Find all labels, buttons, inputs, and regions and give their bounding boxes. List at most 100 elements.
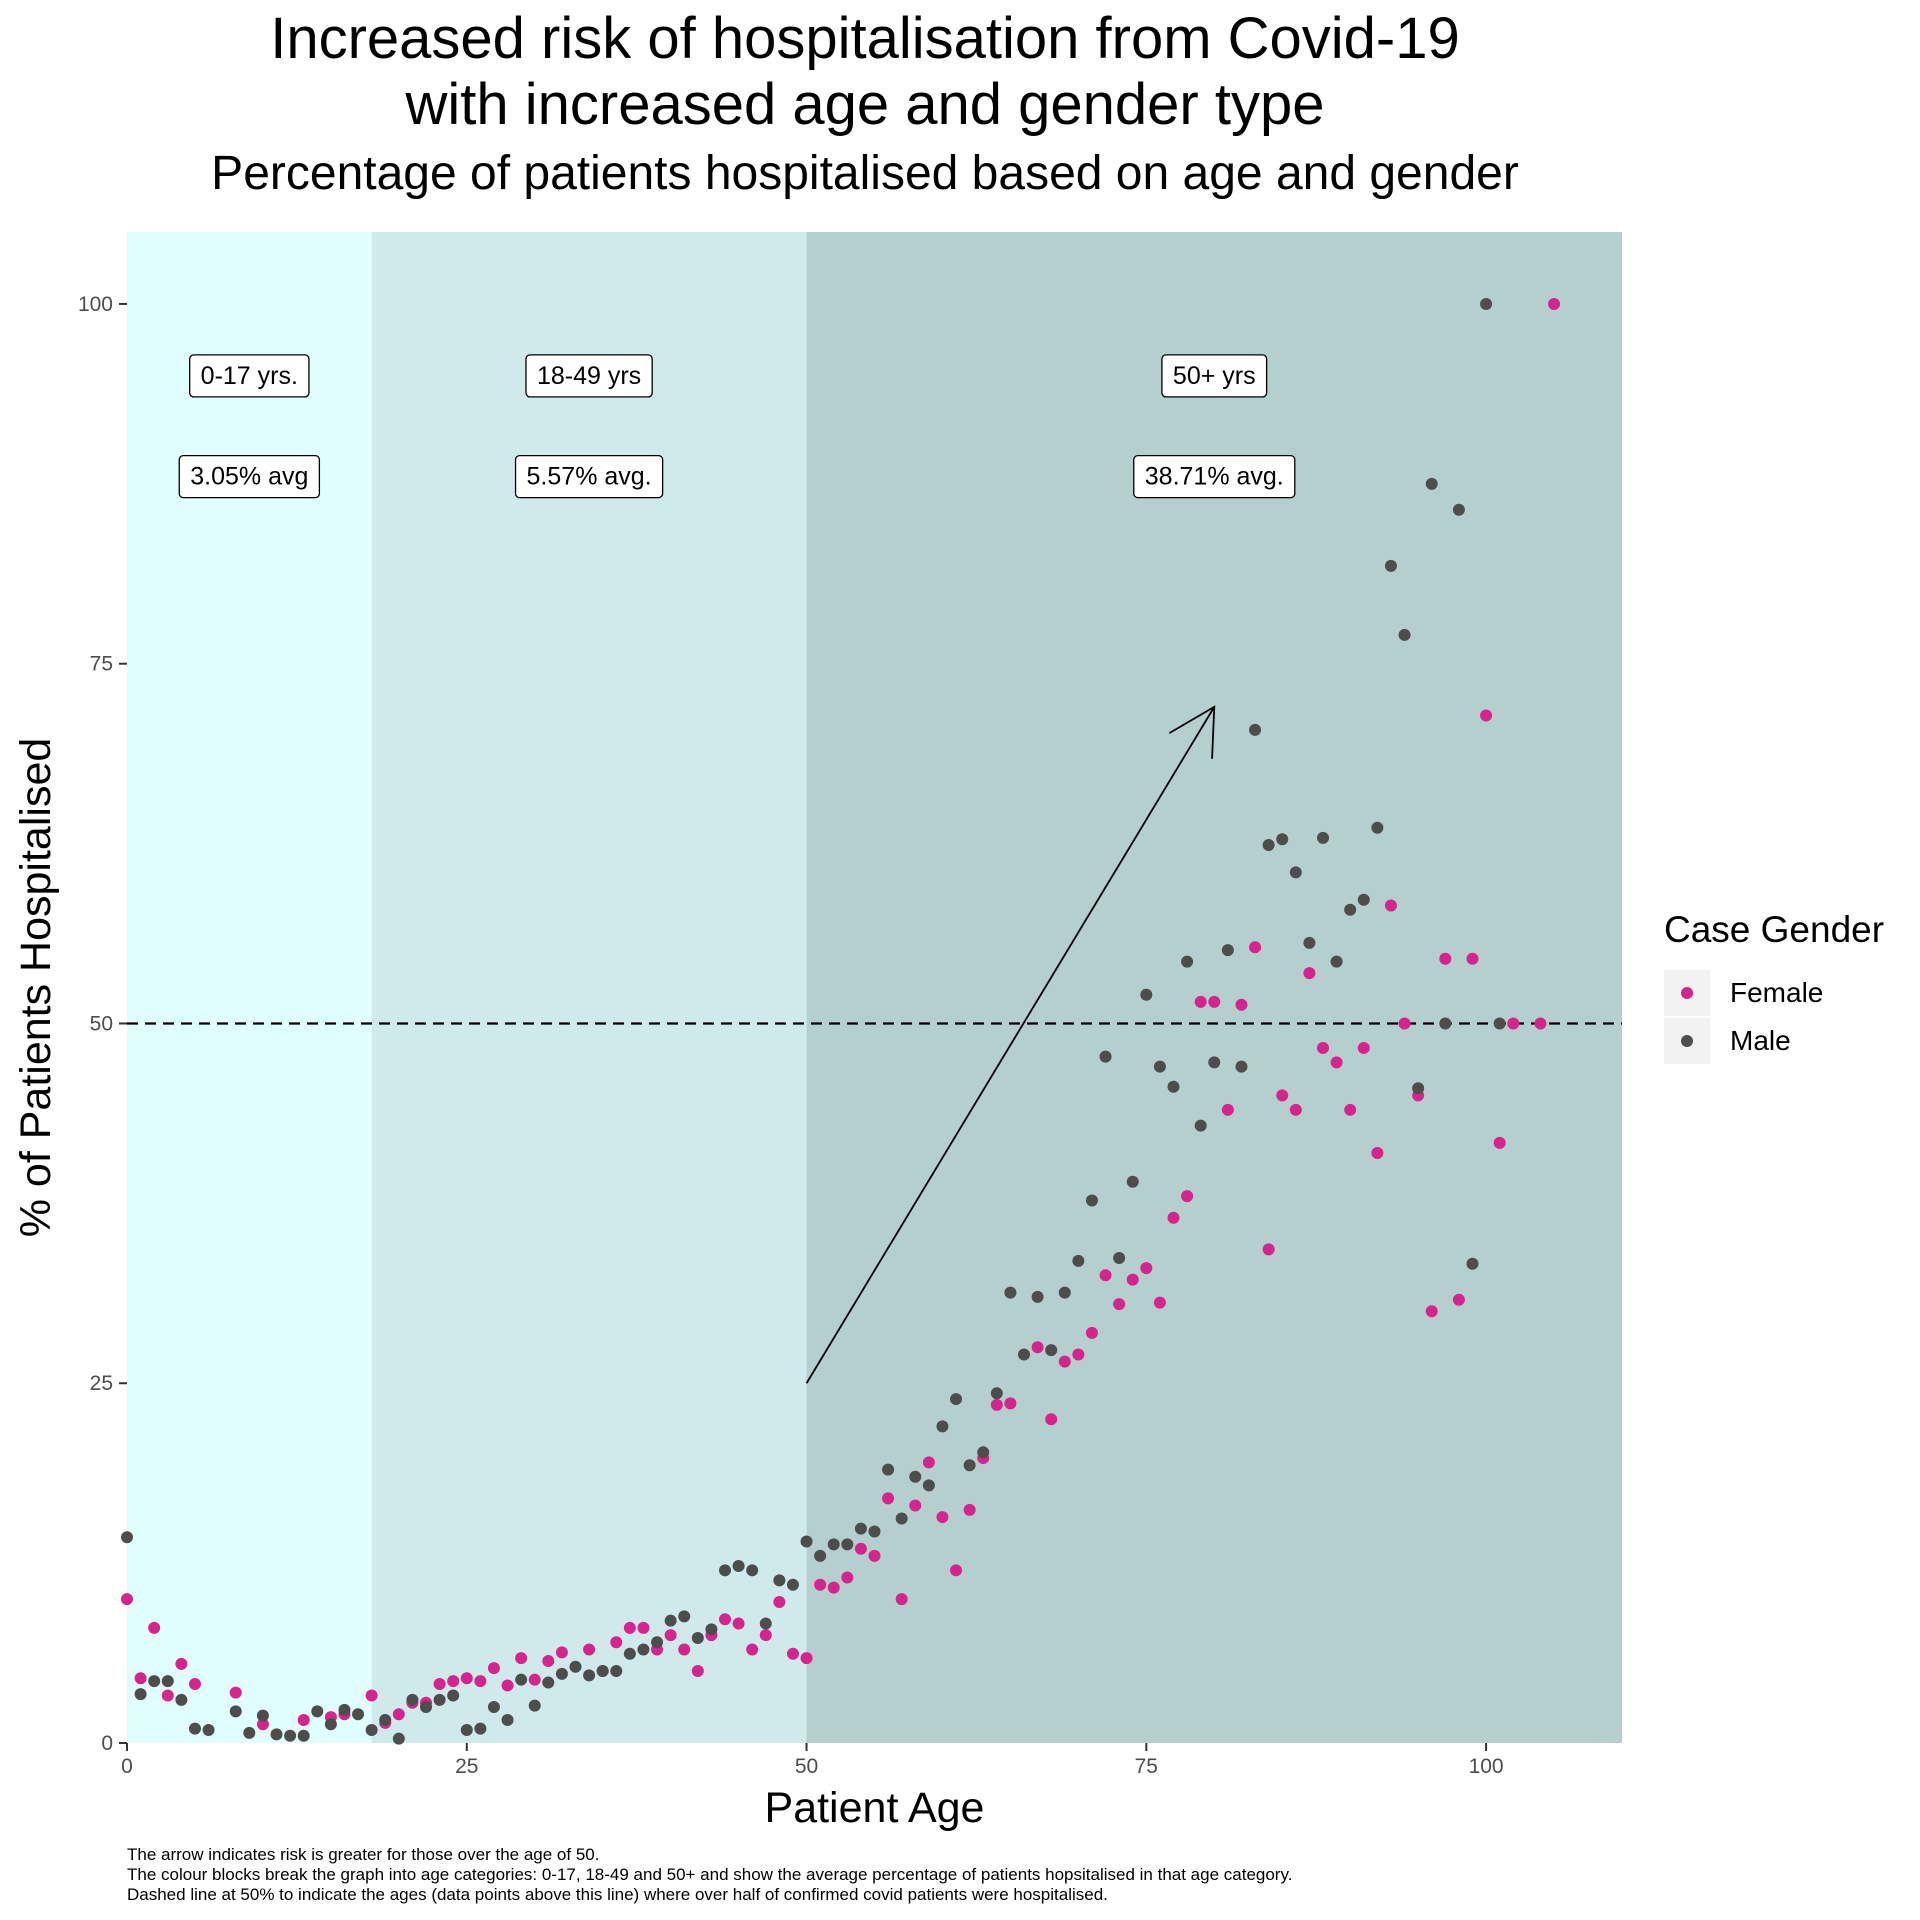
point-female-45 [841, 1571, 854, 1584]
point-female-11 [365, 1689, 378, 1702]
chart-title-line-1: Increased risk of hospitalisation from C… [270, 6, 1460, 71]
point-male-36 [623, 1647, 636, 1660]
point-male-5 [188, 1722, 201, 1735]
point-female-46 [854, 1542, 867, 1555]
point-male-61 [963, 1459, 976, 1472]
point-female-7 [256, 1718, 269, 1731]
point-male-23 [447, 1689, 460, 1702]
point-female-93 [1507, 1017, 1520, 1030]
point-female-30 [637, 1621, 650, 1634]
point-female-67 [1153, 1296, 1166, 1309]
point-female-26 [583, 1643, 596, 1656]
y-tick-label-3: 75 [90, 653, 113, 676]
point-male-49 [800, 1535, 813, 1548]
point-female-32 [664, 1629, 677, 1642]
point-female-52 [936, 1511, 949, 1524]
point-male-4 [175, 1693, 188, 1706]
legend-key-male [1681, 1035, 1693, 1047]
point-female-20 [487, 1662, 500, 1675]
point-female-19 [474, 1675, 487, 1688]
point-male-30 [542, 1676, 555, 1689]
point-male-77 [1181, 955, 1194, 968]
point-female-18 [460, 1672, 473, 1685]
point-male-51 [827, 1538, 840, 1551]
point-male-14 [324, 1718, 337, 1731]
point-female-58 [1031, 1341, 1044, 1354]
point-male-32 [569, 1660, 582, 1673]
point-male-75 [1153, 1060, 1166, 1073]
point-female-77 [1289, 1103, 1302, 1116]
x-tick-label-4: 100 [1469, 1755, 1504, 1778]
point-female-8 [297, 1713, 310, 1726]
caption-line-2: The colour blocks break the graph into a… [127, 1865, 1293, 1884]
point-female-81 [1344, 1103, 1357, 1116]
band-label-0: 0-17 yrs. [201, 362, 298, 390]
point-male-68 [1058, 1286, 1071, 1299]
point-male-21 [420, 1701, 432, 1714]
point-female-78 [1303, 967, 1316, 980]
caption-line-3: Dashed line at 50% to indicate the ages … [127, 1885, 1108, 1904]
point-female-60 [1058, 1355, 1071, 1368]
point-female-64 [1113, 1298, 1126, 1311]
point-female-62 [1085, 1326, 1098, 1339]
point-male-7 [229, 1705, 242, 1718]
band-avg-label-0-box [178, 454, 321, 499]
point-female-68 [1167, 1211, 1180, 1224]
point-female-95 [1548, 297, 1561, 310]
point-female-75 [1262, 1243, 1275, 1256]
point-male-22 [433, 1693, 446, 1706]
point-male-85 [1289, 866, 1302, 879]
point-female-83 [1371, 1146, 1384, 1159]
point-male-42 [705, 1623, 718, 1636]
point-female-44 [827, 1581, 840, 1594]
point-female-54 [963, 1503, 976, 1516]
point-male-58 [922, 1479, 935, 1492]
chart-subtitle: Percentage of patients hospitalised base… [211, 147, 1519, 200]
point-male-88 [1330, 955, 1343, 968]
point-male-54 [868, 1525, 881, 1538]
point-male-79 [1208, 1056, 1221, 1069]
point-male-34 [596, 1665, 609, 1678]
point-male-13 [311, 1705, 324, 1718]
point-male-33 [583, 1669, 596, 1682]
point-female-34 [691, 1665, 704, 1678]
point-female-33 [678, 1643, 691, 1656]
point-male-35 [610, 1665, 623, 1678]
point-male-47 [773, 1574, 786, 1587]
point-male-26 [487, 1701, 500, 1714]
point-male-16 [352, 1708, 365, 1721]
band-label-2-box [1161, 354, 1268, 398]
point-male-78 [1194, 1119, 1207, 1132]
point-male-37 [637, 1643, 650, 1656]
point-female-59 [1045, 1413, 1058, 1426]
point-male-25 [474, 1722, 487, 1735]
point-female-39 [759, 1629, 772, 1642]
point-female-16 [433, 1677, 446, 1690]
point-male-29 [528, 1699, 541, 1712]
point-female-13 [392, 1708, 405, 1721]
x-tick-label-1: 25 [455, 1755, 478, 1778]
legend-label-male: Male [1730, 1025, 1791, 1056]
point-male-9 [256, 1709, 269, 1722]
band-avg-label-2: 38.71% avg. [1145, 463, 1284, 491]
point-male-56 [895, 1512, 908, 1525]
point-female-65 [1126, 1273, 1139, 1286]
point-female-84 [1384, 899, 1397, 912]
point-female-48 [882, 1492, 895, 1505]
point-female-37 [732, 1617, 745, 1630]
point-male-59 [936, 1420, 949, 1433]
point-female-73 [1235, 998, 1248, 1011]
band-label-1: 18-49 yrs [537, 362, 641, 390]
point-male-20 [406, 1693, 419, 1706]
point-male-24 [460, 1724, 473, 1737]
point-male-52 [841, 1538, 854, 1551]
point-male-3 [161, 1675, 174, 1688]
point-female-79 [1317, 1041, 1329, 1054]
point-male-41 [691, 1631, 704, 1644]
point-female-69 [1181, 1190, 1194, 1203]
y-axis-title: % of Patients Hospitalised [12, 738, 60, 1238]
point-female-74 [1249, 941, 1262, 954]
point-male-94 [1412, 1082, 1425, 1095]
point-female-56 [990, 1398, 1003, 1411]
